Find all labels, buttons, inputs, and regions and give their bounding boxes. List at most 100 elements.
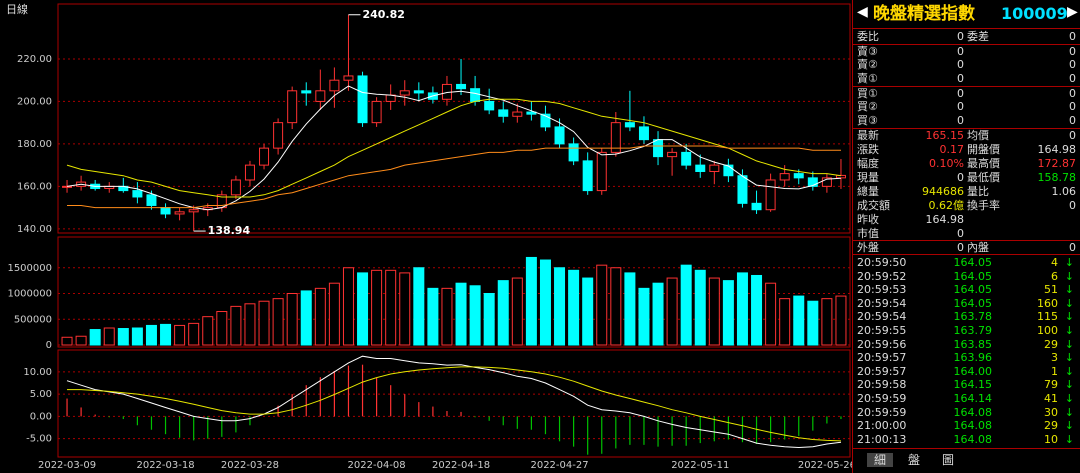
value: 0.10% [929, 157, 964, 170]
row-label: 成交額 [857, 199, 890, 212]
x-tick-label: 2022-03-09 [38, 460, 96, 471]
tick-arrow: ↓ [1064, 269, 1074, 283]
candle-body [540, 113, 551, 128]
row-label: 總量 [857, 185, 879, 198]
tick-price: 164.05 [953, 296, 993, 310]
x-tick-label: 2022-04-08 [348, 460, 406, 471]
tick-arrow: ↓ [1064, 296, 1074, 310]
prev-arrow[interactable]: ◀ [857, 4, 868, 20]
volume-bar [314, 287, 326, 346]
quote-panel: ◀ 晚盤精選指數 100009 ▶ 委比 0 委差 0 賣③ 0 0 賣② 0 0 賣① 0 0 買① 0 0… [852, 0, 1080, 473]
row-label: 買① [857, 87, 878, 100]
value: 0 [957, 45, 964, 58]
volume-bar [765, 282, 777, 346]
tab[interactable]: 盤 [907, 453, 920, 467]
tick-arrow: ↓ [1064, 256, 1074, 269]
tick-time: 20:59:57 [857, 364, 907, 378]
volume-bar [328, 282, 340, 346]
x-tick-label: 2022-04-27 [530, 460, 588, 471]
row-label: 賣② [857, 58, 878, 71]
candle-body [399, 90, 410, 96]
candle-body [230, 179, 241, 196]
tick-arrow: ↓ [1064, 310, 1074, 324]
volume-bar [117, 328, 129, 346]
value: 158.78 [1037, 171, 1077, 184]
tick-time: 20:59:56 [857, 337, 907, 351]
volume-bar [75, 335, 87, 346]
volume-bar [258, 300, 270, 346]
low-label: 138.94 [208, 224, 251, 237]
value: 0 [1069, 87, 1076, 100]
tick-time: 20:59:59 [857, 405, 907, 419]
macd-line [67, 366, 842, 442]
volume-bar [371, 269, 383, 346]
volume-bar [680, 264, 692, 346]
volume-bar [357, 272, 369, 346]
value: 0.62億 [928, 199, 965, 212]
tick-arrow: ↓ [1064, 419, 1074, 433]
next-arrow[interactable]: ▶ [1067, 4, 1078, 20]
volume-bar [469, 285, 481, 346]
candle-body [709, 164, 720, 172]
moving-average [67, 145, 841, 209]
value: 0 [1069, 30, 1076, 43]
tick-volume: 51 [1044, 283, 1058, 297]
volume-bar [624, 272, 636, 346]
tab[interactable]: 圖 [941, 453, 954, 467]
value: 0 [957, 100, 964, 113]
candle-body [807, 177, 818, 187]
row-label: 最低價 [967, 171, 1000, 184]
row-label: 賣① [857, 72, 878, 85]
candle-body [695, 164, 706, 172]
volume-bar [399, 272, 411, 346]
tick-price: 163.79 [953, 324, 993, 337]
panel-title: 日線 [6, 2, 28, 16]
volume-bar [342, 267, 354, 346]
y-tick-label: 160.00 [17, 181, 52, 192]
volume-bar [582, 277, 594, 346]
value: 0 [957, 227, 964, 240]
tick-time: 20:59:54 [857, 310, 907, 324]
tick-arrow: ↓ [1064, 378, 1074, 392]
row-label: 買③ [857, 114, 878, 127]
value: 164.98 [925, 213, 965, 226]
tick-volume: 100 [1037, 324, 1058, 337]
volume-bar [638, 287, 650, 346]
row-label: 內盤 [967, 241, 989, 254]
tab[interactable]: 細 [867, 453, 893, 467]
candle-body [667, 151, 678, 158]
row-label: 量比 [967, 185, 989, 198]
quote-code: 100009 [1001, 4, 1068, 23]
tick-price: 164.00 [953, 364, 993, 378]
row-label: 委比 [857, 30, 879, 43]
value: 0 [957, 58, 964, 71]
volume-bar [511, 277, 523, 346]
value: 944686 [922, 185, 964, 198]
chart: 日線 140.00 160.00 180.00 200.00 220.00 0 500000… [6, 2, 852, 471]
value: 0.17 [939, 143, 965, 156]
tick-price: 164.05 [953, 283, 993, 297]
volume-bar [694, 269, 706, 346]
volume-bar [793, 295, 805, 346]
volume-bar [835, 295, 847, 346]
tick-price: 164.15 [953, 378, 993, 392]
macd-line [66, 355, 842, 449]
candle-body [498, 109, 509, 117]
tick-time: 20:59:57 [857, 351, 907, 365]
volume-bar [272, 298, 284, 346]
y-tick-label: 220.00 [17, 54, 52, 65]
candle-body [554, 126, 565, 145]
candle-body [188, 209, 199, 213]
candle-body [596, 151, 607, 192]
tick-price: 163.85 [953, 337, 993, 351]
value: 172.87 [1037, 157, 1077, 170]
volume-bar [160, 323, 172, 346]
tick-time: 20:59:50 [857, 256, 907, 269]
volume-panel [57, 236, 851, 348]
y-tick-label: 1500000 [7, 263, 52, 274]
volume-bar [554, 267, 566, 346]
tick-time: 20:59:58 [857, 378, 907, 392]
row-label: 幅度 [857, 157, 879, 170]
tick-volume: 10 [1044, 432, 1058, 446]
volume-bar [61, 336, 73, 346]
